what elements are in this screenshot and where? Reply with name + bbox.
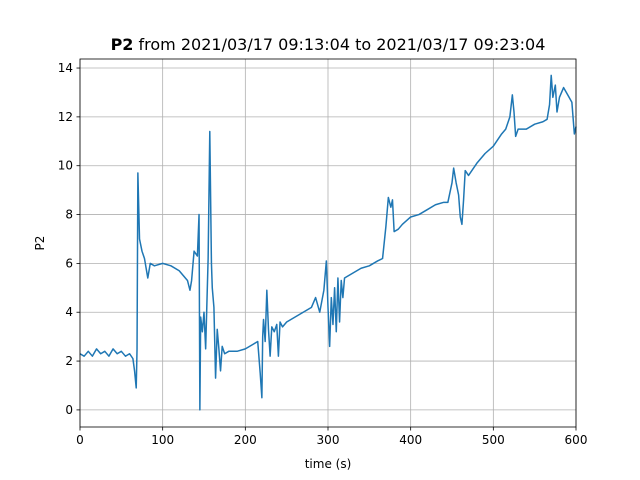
data-line (79, 74, 577, 411)
y-tick-label: 0 (65, 403, 73, 417)
x-tick-label: 200 (234, 433, 257, 447)
y-tick-label: 2 (65, 354, 73, 368)
x-tick-label: 600 (565, 433, 588, 447)
x-tick-label: 300 (317, 433, 340, 447)
x-axis-label: time (s) (305, 457, 352, 471)
x-tick-label: 400 (399, 433, 422, 447)
y-tick-label: 6 (65, 256, 73, 270)
y-tick-label: 8 (65, 208, 73, 222)
x-tick-label: 0 (76, 433, 84, 447)
y-tick-label: 4 (65, 305, 73, 319)
y-tick-label: 14 (58, 61, 73, 75)
chart-title: P2 from 2021/03/17 09:13:04 to 2021/03/1… (111, 35, 546, 54)
plot-frame (79, 58, 577, 428)
y-tick-label: 12 (58, 110, 73, 124)
title-rest: from 2021/03/17 09:13:04 to 2021/03/17 0… (139, 35, 546, 54)
x-tick-label: 500 (482, 433, 505, 447)
y-axis-label: P2 (33, 236, 47, 251)
y-tick-label: 10 (58, 159, 73, 173)
x-tick-label: 100 (151, 433, 174, 447)
title-bold: P2 (111, 35, 134, 54)
